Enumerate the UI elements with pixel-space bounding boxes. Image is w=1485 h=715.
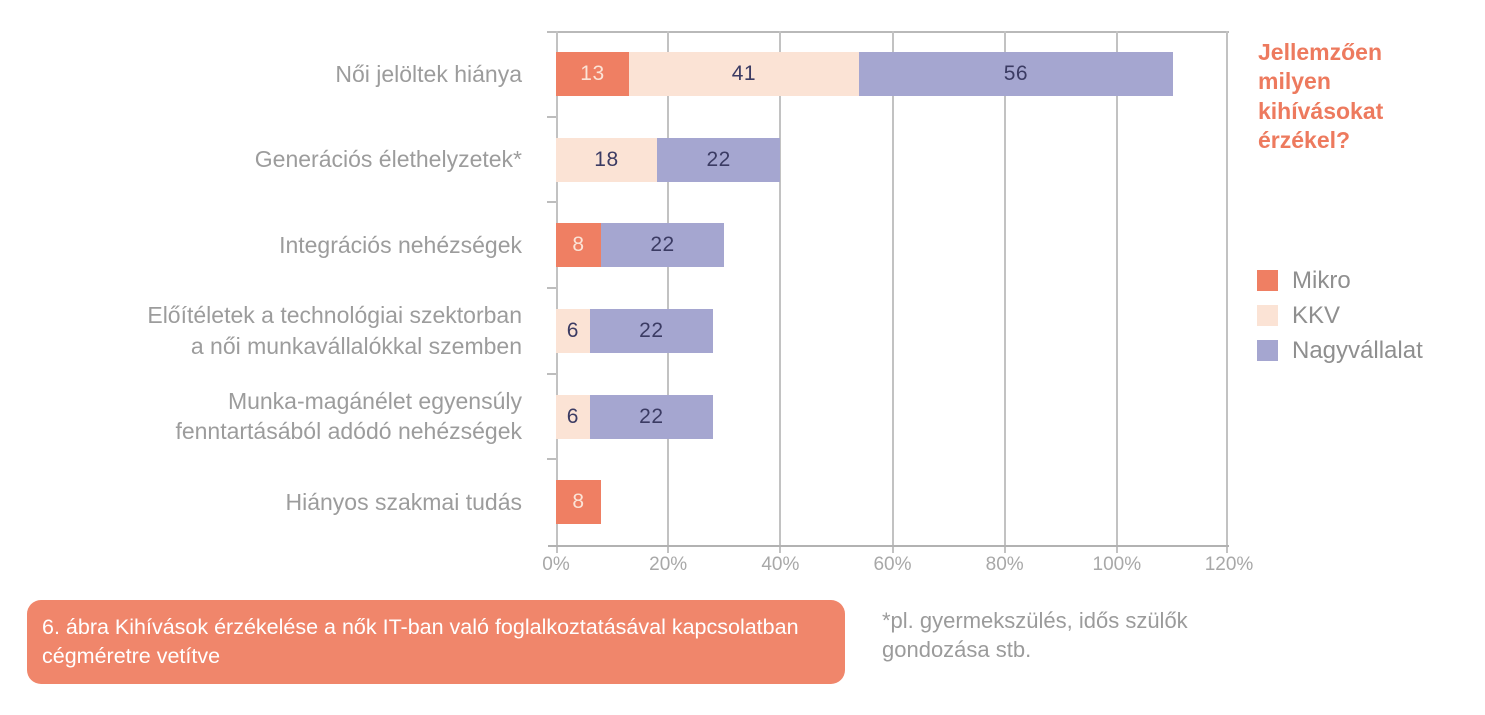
bar-value-label: 22 — [706, 147, 731, 171]
category-label-line: Előítéletek a technológiai szektorban — [147, 302, 522, 329]
bar-value-label: 6 — [566, 318, 579, 342]
bar-segment-kkv: 6 — [556, 308, 590, 353]
category-label-line: Integrációs nehézségek — [279, 231, 522, 258]
category-axis: Női jelöltek hiánya Generációs élethelyze… — [0, 31, 522, 545]
category-label-line: Generációs élethelyzetek* — [254, 146, 522, 173]
bar-value-label: 13 — [580, 61, 605, 85]
y-axis-tick — [547, 372, 556, 375]
y-axis-tick — [547, 201, 556, 204]
bar-segment-nagyvállalat: 22 — [589, 308, 714, 353]
x-tick-label: 100% — [1092, 554, 1142, 575]
y-axis-tick — [547, 115, 556, 118]
bar-segment-kkv: 6 — [556, 394, 590, 439]
plot-area: 13 41 56 18 22 8 22 6 22 6 22 8 — [547, 31, 1229, 553]
category-label-line: Munka-magánélet egyensúly — [227, 388, 522, 415]
plot-top-border — [548, 31, 1229, 33]
y-axis-tick — [547, 31, 556, 33]
bar-value-label: 22 — [639, 404, 664, 428]
footnote: *pl. gyermekszülés, idős szülők gondozás… — [882, 608, 1188, 663]
gridline — [779, 31, 782, 553]
figure-caption: 6. ábra Kihívások érzékelése a nők IT-ba… — [27, 600, 845, 685]
x-tick-label: 0% — [542, 554, 570, 575]
bar-segment-kkv: 41 — [628, 51, 859, 96]
legend-label: KKV — [1292, 301, 1341, 329]
x-tick-label: 40% — [761, 554, 800, 575]
x-tick-label: 20% — [649, 554, 688, 575]
legend: Mikro KKV Nagyvállalat — [1257, 263, 1423, 368]
gridline — [1226, 31, 1228, 553]
x-tick-label: 80% — [985, 554, 1024, 575]
y-axis-tick — [547, 287, 556, 289]
x-tick-label: 60% — [873, 554, 912, 575]
chart-question-title: Jellemzően milyen kihívásokat érzékel? — [1258, 39, 1384, 154]
bar-value-label: 8 — [572, 233, 585, 257]
bar-segment-kkv: 18 — [556, 137, 657, 182]
bar-segment-nagyvállalat: 56 — [858, 51, 1173, 96]
category-label: Munka-magánélet egyensúly fenntartásából … — [0, 374, 522, 460]
legend-swatch-icon — [1257, 305, 1278, 326]
x-axis-line — [548, 545, 1229, 547]
legend-item-kkv: KKV — [1257, 298, 1423, 333]
bar-value-label: 56 — [1003, 61, 1029, 85]
bar-value-label: 18 — [594, 147, 619, 171]
bar-segment-nagyvállalat: 22 — [600, 223, 725, 268]
bar-value-label: 8 — [572, 490, 585, 514]
bar-value-label: 41 — [731, 61, 757, 85]
legend-swatch-icon — [1257, 340, 1278, 361]
gridline — [667, 31, 670, 553]
legend-label: Nagyvállalat — [1292, 336, 1423, 364]
category-label-line: a női munkavállalókkal szemben — [190, 332, 522, 359]
legend-swatch-icon — [1257, 270, 1278, 291]
x-axis-labels: 0% 20% 40% 60% 80% 100% 120% — [542, 554, 1253, 582]
category-label-line: Női jelöltek hiánya — [335, 60, 522, 87]
gridline — [1003, 31, 1006, 553]
gridline — [1115, 31, 1118, 553]
bar-value-label: 22 — [650, 233, 675, 257]
bar-segment-nagyvállalat: 22 — [589, 394, 714, 439]
bar-segment-mikro: 8 — [556, 480, 601, 525]
legend-item-nagyvállalat: Nagyvállalat — [1257, 333, 1423, 368]
bar-segment-mikro: 8 — [556, 223, 601, 268]
bar-segment-nagyvállalat: 22 — [656, 137, 781, 182]
category-label: Integrációs nehézségek — [0, 202, 522, 288]
category-label: Hiányos szakmai tudás — [0, 459, 523, 545]
category-label: Előítéletek a technológiai szektorban a n… — [0, 288, 522, 374]
legend-label: Mikro — [1292, 266, 1351, 294]
gridline — [891, 31, 894, 553]
y-axis-tick — [547, 458, 556, 461]
bar-value-label: 6 — [566, 404, 579, 428]
gridline — [556, 31, 558, 553]
bar-segment-mikro: 13 — [556, 51, 629, 96]
legend-item-mikro: Mikro — [1257, 263, 1423, 298]
category-label-line: fenntartásából adódó nehézségek — [175, 418, 522, 445]
category-label: Női jelöltek hiánya — [0, 31, 522, 117]
category-label-line: Hiányos szakmai tudás — [285, 488, 523, 515]
category-label: Generációs élethelyzetek* — [0, 117, 522, 203]
x-tick-label: 120% — [1204, 554, 1254, 575]
bar-value-label: 22 — [639, 318, 664, 342]
